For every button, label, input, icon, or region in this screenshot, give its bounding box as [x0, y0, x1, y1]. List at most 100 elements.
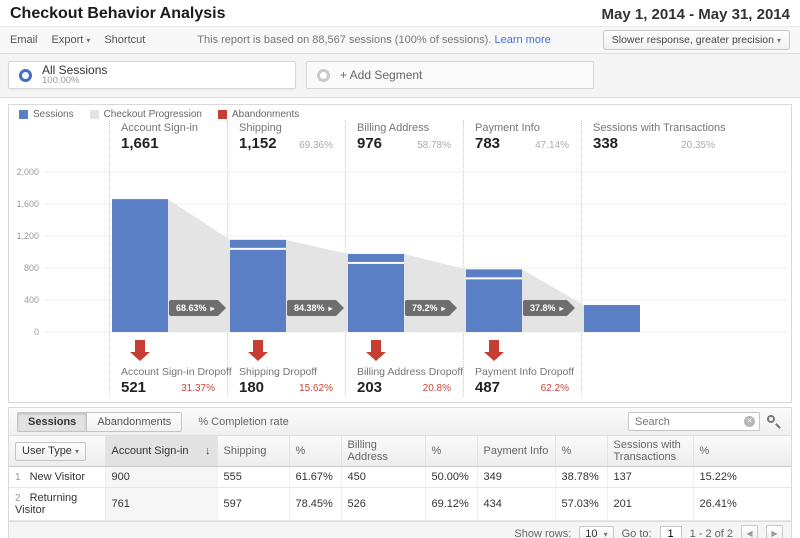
- cell-value: 349: [476, 466, 555, 488]
- precision-dropdown[interactable]: Slower response, greater precision ▾: [602, 30, 790, 50]
- y-axis-label: 800: [23, 263, 39, 273]
- precision-control: Slower response, greater precision ▾: [602, 30, 790, 50]
- cell-value: 201: [606, 487, 693, 521]
- column-header-label: Sessions with Transactions: [613, 439, 681, 463]
- column-header-account-sign-in[interactable]: Account Sign-in ↓: [104, 436, 217, 467]
- dropoff-value: 180: [239, 379, 265, 396]
- cell-value: 15.22%: [692, 466, 791, 488]
- funnel-bar-4: [584, 304, 640, 332]
- column-header-label: Account Sign-in: [111, 445, 189, 457]
- dropoff-percent: 31.37%: [181, 383, 215, 394]
- table-row: 2 Returning Visitor 761 597 78.45% 526 69.12% 4…: [9, 487, 791, 521]
- dropoff-name: Payment Info Dropoff: [475, 366, 575, 378]
- column-header--[interactable]: %: [692, 436, 791, 467]
- data-table-panel: Sessions Abandonments % Completion rate …: [8, 407, 792, 538]
- proceed-arrow-icon: ▸: [210, 304, 215, 313]
- funnel-stage-percent: 58.78%: [417, 140, 451, 151]
- column-header-payment-info[interactable]: Payment Info: [476, 436, 555, 467]
- cell-value: 137: [606, 466, 693, 488]
- next-page-button[interactable]: ▶: [766, 525, 783, 538]
- email-button[interactable]: Email: [10, 34, 38, 46]
- shortcut-button[interactable]: Shortcut: [104, 34, 146, 46]
- funnel-column-separator: [109, 120, 110, 396]
- table-search: ✕: [628, 412, 783, 431]
- funnel-column-separator: [463, 120, 464, 396]
- goto-page-input[interactable]: [659, 525, 682, 538]
- table-toolbar: Sessions Abandonments % Completion rate …: [9, 408, 791, 436]
- learn-more-link[interactable]: Learn more: [494, 34, 551, 46]
- chevron-down-icon: ▾: [74, 446, 79, 456]
- report-basis-label: This report is based on 88,567 sessions …: [197, 34, 492, 46]
- funnel-stage-value: 1,152: [239, 135, 277, 152]
- column-header-billing-address[interactable]: Billing Address: [340, 436, 425, 467]
- search-icon[interactable]: [765, 413, 783, 431]
- date-range-selector[interactable]: May 1, 2014 - May 31, 2014: [601, 5, 790, 23]
- cell-value: 555: [216, 466, 289, 488]
- funnel-stage-name: Sessions with Transactions: [593, 122, 726, 134]
- table-footer: Show rows: 10 ▾ Go to: 1 - 2 of 2 ◀ ▶: [9, 521, 791, 538]
- proceed-rate-badge: 84.38% ▸: [287, 300, 344, 316]
- export-button[interactable]: Export ▾: [51, 34, 91, 46]
- proceed-rate-badge: 68.63% ▸: [169, 300, 226, 316]
- page-title: Checkout Behavior Analysis: [10, 5, 226, 22]
- abandonment-arrow-icon: [130, 340, 150, 361]
- column-header-label: Shipping: [223, 445, 267, 457]
- column-header--[interactable]: %: [424, 436, 477, 467]
- funnel-bar-1: [230, 239, 286, 332]
- cell-value: 434: [476, 487, 555, 521]
- abandonment-arrow-icon: [366, 340, 386, 361]
- segment-all-sessions[interactable]: All Sessions 100.00%: [8, 61, 296, 89]
- column-header--[interactable]: %: [288, 436, 341, 467]
- column-header-sessions-with-transactions[interactable]: Sessions with Transactions: [606, 436, 693, 467]
- column-header-label: Payment Info: [483, 445, 549, 457]
- dropoff-name: Billing Address Dropoff: [357, 366, 464, 378]
- segment-name: All Sessions: [42, 63, 108, 77]
- cell-user-type: 1 New Visitor: [9, 466, 105, 488]
- legend-label: Abandonments: [231, 109, 300, 120]
- cell-value: 50.00%: [424, 466, 477, 488]
- legend-label: Sessions: [33, 109, 74, 120]
- funnel-bar-0: [112, 199, 168, 332]
- dropoff-value: 521: [121, 379, 147, 396]
- legend-swatch: [89, 110, 99, 119]
- previous-page-button[interactable]: ◀: [741, 525, 758, 538]
- add-segment-label: + Add Segment: [340, 68, 423, 82]
- abandonment-arrow-icon: [248, 340, 268, 361]
- column-header-shipping[interactable]: Shipping: [216, 436, 289, 467]
- cell-value: 57.03%: [554, 487, 607, 521]
- proceed-rate-value: 84.38%: [294, 303, 325, 313]
- bar-split-line: [466, 277, 522, 280]
- segments-bar: All Sessions 100.00% + Add Segment: [0, 54, 800, 98]
- column-header-label: %: [295, 445, 306, 457]
- dropoff-name: Shipping Dropoff: [239, 366, 318, 378]
- legend-item: Abandonments: [217, 109, 300, 120]
- table-row: 1 New Visitor 900 555 61.67% 450 50.00% 349 38.7…: [9, 466, 791, 488]
- funnel-stage-value: 976: [357, 135, 383, 152]
- tab-sessions[interactable]: Sessions: [17, 411, 88, 432]
- dimension-button[interactable]: User Type ▾: [15, 441, 86, 461]
- legend-item: Checkout Progression: [89, 109, 202, 120]
- table-header-row: User Type ▾ Account Sign-in ↓ Shipping% Billi…: [9, 436, 791, 467]
- cell-value: 69.12%: [424, 487, 477, 521]
- proceed-rate-value: 37.8%: [530, 303, 556, 313]
- page-header: Checkout Behavior Analysis May 1, 2014 -…: [0, 0, 800, 26]
- funnel-stage-value: 338: [593, 135, 619, 152]
- clear-search-icon[interactable]: ✕: [744, 416, 755, 427]
- dropoff-value: 203: [357, 379, 383, 396]
- show-rows-select[interactable]: 10 ▾: [579, 525, 614, 538]
- segment-circle-icon: [19, 68, 32, 82]
- show-rows-label: Show rows:: [514, 527, 572, 538]
- dimension-value: Returning Visitor: [15, 492, 78, 516]
- funnel-stage-value: 783: [475, 135, 501, 152]
- proceed-rate-badge: 79.2% ▸: [405, 300, 457, 316]
- y-axis-label: 1,600: [16, 199, 39, 209]
- tab-abandonments[interactable]: Abandonments: [87, 411, 183, 432]
- chart-legend: Sessions Checkout Progression Abandonments: [9, 105, 791, 120]
- column-header-user-type[interactable]: User Type ▾: [9, 436, 105, 467]
- add-segment-button[interactable]: + Add Segment: [306, 61, 594, 89]
- dropoff-percent: 62.2%: [540, 383, 569, 394]
- column-header--[interactable]: %: [554, 436, 607, 467]
- search-input[interactable]: [628, 412, 760, 431]
- dropoff-percent: 15.62%: [299, 383, 333, 394]
- abandonment-arrow-icon: [484, 340, 504, 361]
